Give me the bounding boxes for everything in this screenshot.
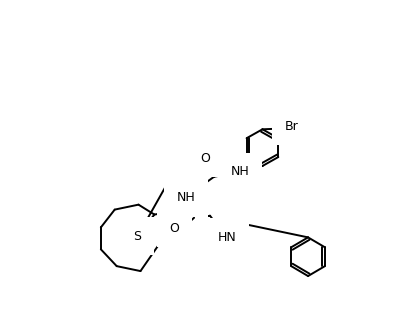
Text: NH: NH bbox=[177, 191, 196, 204]
Text: S: S bbox=[133, 230, 141, 243]
Text: O: O bbox=[200, 152, 210, 165]
Text: Br: Br bbox=[284, 120, 298, 133]
Text: HN: HN bbox=[217, 231, 236, 244]
Text: NH: NH bbox=[230, 165, 249, 178]
Text: O: O bbox=[169, 222, 179, 235]
